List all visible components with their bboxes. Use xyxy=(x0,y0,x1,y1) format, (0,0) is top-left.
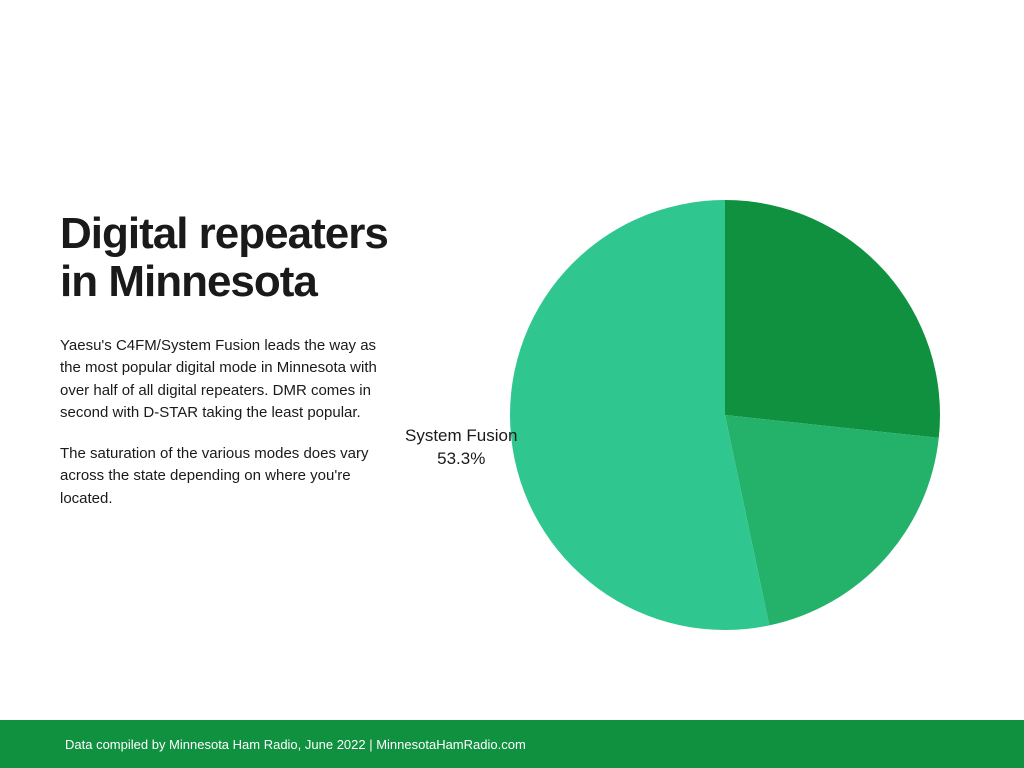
pie-svg xyxy=(510,200,940,630)
footer-text: Data compiled by Minnesota Ham Radio, Ju… xyxy=(65,737,526,752)
pie-chart: DMR 26.7% D-STAR 20% System Fusion 53.3% xyxy=(510,200,940,630)
chart-area: DMR 26.7% D-STAR 20% System Fusion 53.3% xyxy=(420,60,964,648)
slice-pct-sysfusion: 53.3% xyxy=(437,449,485,468)
slice-label-sysfusion: System Fusion 53.3% xyxy=(405,425,517,471)
pie-slice-dmr xyxy=(725,200,940,438)
main-content: Digital repeaters in Minnesota Yaesu's C… xyxy=(0,0,1024,708)
slice-name-sysfusion: System Fusion xyxy=(405,426,517,445)
text-column: Digital repeaters in Minnesota Yaesu's C… xyxy=(60,60,420,648)
paragraph-1: Yaesu's C4FM/System Fusion leads the way… xyxy=(60,335,400,425)
page-title: Digital repeaters in Minnesota xyxy=(60,210,400,307)
paragraph-2: The saturation of the various modes does… xyxy=(60,443,400,511)
footer-bar: Data compiled by Minnesota Ham Radio, Ju… xyxy=(0,720,1024,768)
